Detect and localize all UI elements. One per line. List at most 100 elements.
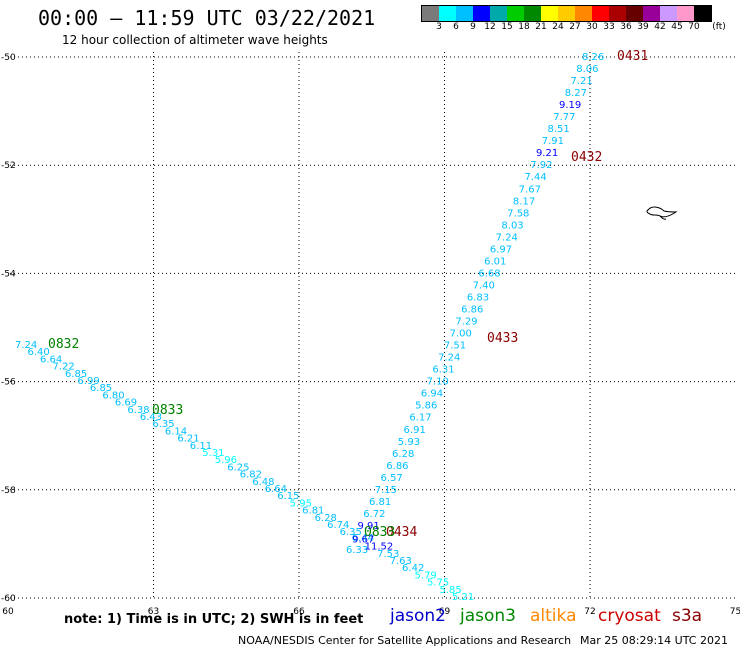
wave-height-value: 5.86	[415, 401, 437, 412]
wave-height-value: 7.24	[496, 232, 518, 243]
wave-height-value: 6.35	[152, 419, 174, 430]
wave-height-value: 7.29	[455, 317, 477, 328]
wave-height-value: 6.86	[386, 461, 408, 472]
page-title: 00:00 – 11:59 UTC 03/22/2021	[38, 6, 376, 30]
pass-time-labels: 0431 0432 0433 0434 0832 0833 0833	[48, 49, 648, 540]
wave-height-value: 5.93	[398, 437, 420, 448]
longitude-label: 60	[2, 607, 14, 617]
island-coastline	[646, 206, 678, 220]
color-scale-bar	[421, 5, 712, 22]
wave-height-value: 7.00	[450, 329, 472, 340]
page-subtitle: 12 hour collection of altimeter wave hei…	[62, 33, 328, 47]
wave-height-value: 7.67	[519, 184, 541, 195]
color-scale-tick-label: 30	[586, 22, 598, 32]
color-scale-tick-label: 33	[603, 22, 615, 32]
wave-height-value: 9.21	[536, 148, 558, 159]
wave-height-value: 6.31	[432, 365, 454, 376]
wave-height-value: 6.57	[381, 473, 403, 484]
longitude-label: 63	[148, 607, 159, 617]
wave-height-value: 7.24	[15, 340, 37, 351]
wave-height-value: 6.44	[352, 533, 374, 544]
color-scale-tick-label: 39	[637, 22, 649, 32]
wave-height-value: 7.91	[542, 136, 564, 147]
wave-height-value: 6.17	[409, 413, 431, 424]
wave-height-value: 8.17	[513, 196, 535, 207]
pass-time-label: 0832	[48, 337, 79, 352]
color-scale-tick-label: 42	[654, 22, 666, 32]
wave-height-value: 9.19	[559, 100, 581, 111]
wave-height-value: 6.64	[265, 484, 287, 495]
color-scale-tick-label: 9	[470, 22, 476, 32]
color-swatch	[507, 6, 524, 21]
graticule	[10, 52, 735, 600]
wave-height-value: 6.85	[90, 383, 112, 394]
legend-item-cryosat: cryosat	[598, 606, 661, 626]
wave-height-value: 6.21	[177, 434, 199, 445]
wave-height-value: 6.15	[277, 491, 299, 502]
latitude-label: -56	[1, 378, 16, 388]
wave-height-value: 6.74	[327, 520, 349, 531]
wave-height-value: 7.58	[507, 208, 529, 219]
color-scale-unit: (ft)	[712, 22, 726, 32]
color-scale-tick-label: 24	[552, 22, 564, 32]
wave-height-value: 5.96	[215, 455, 237, 466]
wave-height-value: 6.97	[490, 244, 512, 255]
wave-height-value: 5.85	[440, 585, 462, 596]
wave-height-value: 7.77	[553, 112, 575, 123]
wave-height-value: 6.43	[140, 412, 162, 423]
wave-height-value: 7.21	[570, 76, 592, 87]
wave-height-value: 8.03	[501, 220, 523, 231]
longitude-label: 69	[439, 607, 451, 617]
pass-time-label: 0833	[364, 525, 395, 540]
wave-height-value: 6.81	[302, 506, 324, 517]
wave-height-value: 6.33	[346, 545, 368, 556]
island-outline	[646, 206, 678, 218]
wave-height-value: 7.40	[473, 280, 495, 291]
wave-height-value: 6.86	[461, 305, 483, 316]
wave-height-value: 7.24	[438, 353, 460, 364]
color-scale-tick-label: 18	[518, 22, 530, 32]
wave-height-value: 6.64	[40, 354, 62, 365]
color-swatch	[609, 6, 626, 21]
pass-time-label: 0432	[571, 150, 602, 165]
pass-time-label: 0434	[386, 525, 417, 540]
pass-time-label: 0431	[617, 49, 648, 64]
color-scale-tick-label: 27	[569, 22, 581, 32]
color-swatch	[558, 6, 575, 21]
wave-height-value: 6.11	[190, 441, 212, 452]
wave-height-value: 6.48	[252, 477, 274, 488]
color-swatch	[592, 6, 609, 21]
color-swatch	[626, 6, 643, 21]
wave-height-value: 7.53	[377, 549, 399, 560]
wave-height-value: 9.91	[358, 521, 380, 532]
wave-height-value: 8.27	[565, 88, 587, 99]
color-scale-tick-label: 12	[484, 22, 496, 32]
wave-height-value: 6.81	[369, 497, 391, 508]
latitude-label: -50	[1, 53, 16, 63]
latitude-label: -58	[1, 486, 16, 496]
color-swatch	[541, 6, 558, 21]
color-scale-tick-label: 36	[620, 22, 632, 32]
color-swatch	[422, 6, 439, 21]
color-scale-tick-label: 6	[453, 22, 459, 32]
color-scale-tick-label: 3	[436, 22, 442, 32]
wave-height-value: 6.85	[65, 369, 87, 380]
wave-height-value: 9.67	[352, 534, 374, 545]
wave-height-value: 5.95	[290, 498, 312, 509]
color-scale-labels: 3 6 9 12 15 18 21 24 27 30 33 36 39 42 45 70 (ft)	[421, 22, 731, 34]
wave-height-value: 6.68	[478, 268, 500, 279]
color-swatch	[524, 6, 541, 21]
wave-height-value: 6.91	[404, 425, 426, 436]
color-swatch	[439, 6, 456, 21]
wave-height-value: 6.35	[340, 527, 362, 538]
color-swatch	[660, 6, 677, 21]
color-scale-tick-label: 15	[501, 22, 513, 32]
longitude-label: 66	[293, 607, 305, 617]
wave-height-value: 5.21	[452, 592, 474, 603]
legend-item-jason2: jason2	[390, 606, 446, 626]
wave-height-value: 6.14	[165, 426, 187, 437]
color-swatch	[575, 6, 592, 21]
credit-timestamp: Mar 25 08:29:14 UTC 2021	[580, 634, 728, 647]
wave-height-value: 6.83	[467, 292, 489, 303]
